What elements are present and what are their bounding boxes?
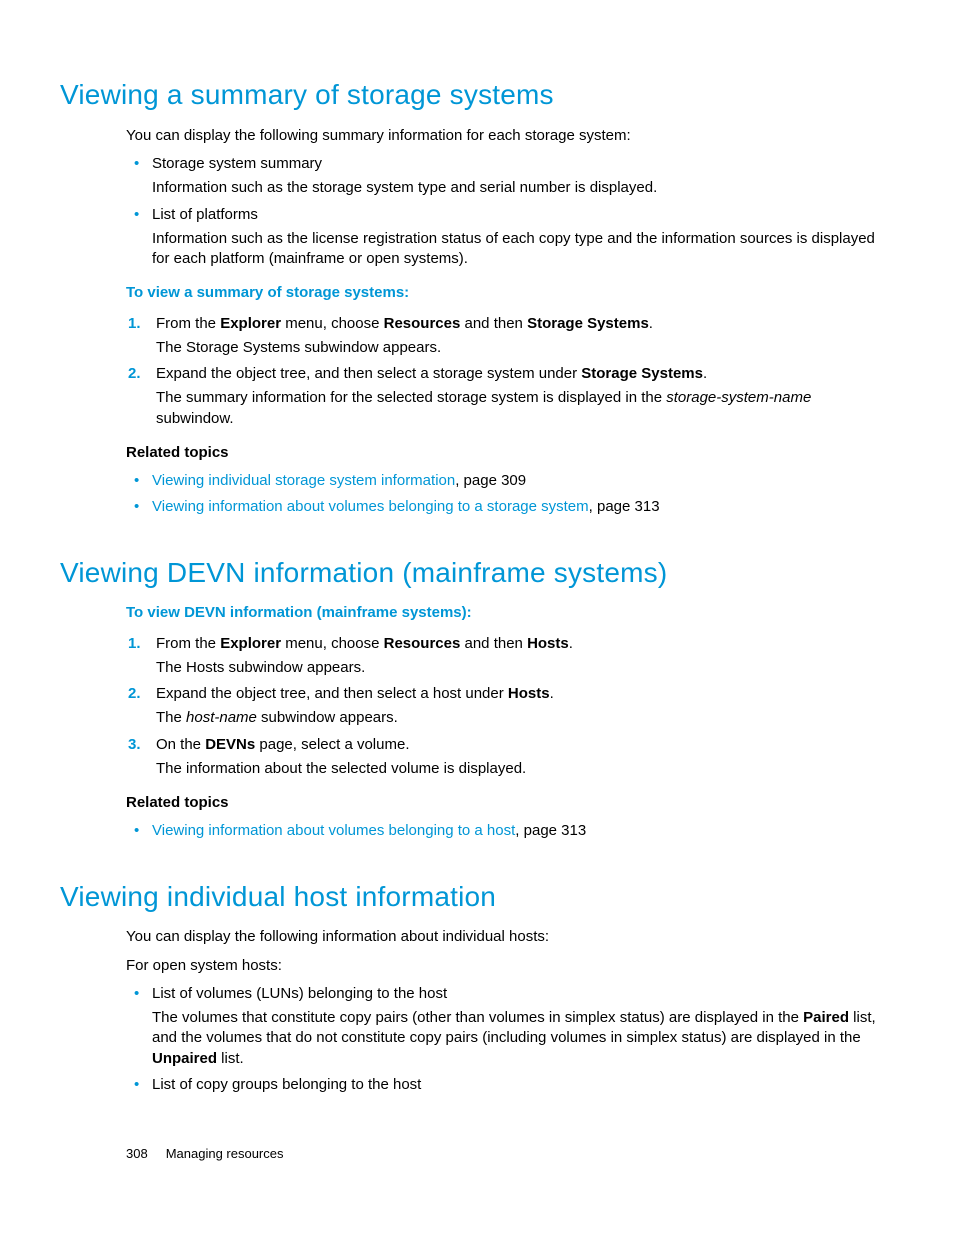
related-suffix: , page 313	[515, 822, 586, 839]
bold-run: Hosts	[527, 635, 569, 652]
bold-run: DEVNs	[205, 736, 255, 753]
section-body: To view DEVN information (mainframe syst…	[126, 603, 884, 841]
procedure-title: To view a summary of storage systems:	[126, 283, 884, 303]
text-run: .	[569, 635, 573, 652]
bold-run: Storage Systems	[581, 365, 703, 382]
related-link[interactable]: Viewing information about volumes belong…	[152, 822, 515, 839]
paragraph: For open system hosts:	[126, 956, 884, 976]
section-body: You can display the following summary in…	[126, 126, 884, 518]
bullet-list: Storage system summary Information such …	[126, 154, 884, 269]
step-sub: The host-name subwindow appears.	[156, 708, 884, 728]
bold-run: Resources	[384, 635, 461, 652]
text-run: .	[703, 365, 707, 382]
step-item: Expand the object tree, and then select …	[126, 364, 884, 429]
list-item: List of platforms Information such as th…	[126, 205, 884, 270]
step-item: From the Explorer menu, choose Resources…	[126, 634, 884, 679]
procedure-steps: From the Explorer menu, choose Resources…	[126, 314, 884, 429]
text-run: The volumes that constitute copy pairs (…	[152, 1009, 803, 1026]
related-link[interactable]: Viewing individual storage system inform…	[152, 472, 455, 489]
step-text: Expand the object tree, and then select …	[156, 685, 554, 702]
text-run: From the	[156, 315, 220, 332]
bold-run: Resources	[384, 315, 461, 332]
bullet-list: List of volumes (LUNs) belonging to the …	[126, 984, 884, 1095]
related-suffix: , page 309	[455, 472, 526, 489]
bullet-title: List of volumes (LUNs) belonging to the …	[152, 985, 447, 1002]
bullet-desc: Information such as the storage system t…	[152, 178, 884, 198]
bold-run: Explorer	[220, 315, 281, 332]
related-topics-list: Viewing information about volumes belong…	[126, 821, 884, 841]
bullet-title: Storage system summary	[152, 155, 322, 172]
step-sub: The Storage Systems subwindow appears.	[156, 338, 884, 358]
chapter-name: Managing resources	[166, 1146, 284, 1161]
text-run: From the	[156, 635, 220, 652]
italic-run: host-name	[186, 709, 257, 726]
text-run: subwindow.	[156, 410, 234, 427]
page-number: 308	[126, 1146, 148, 1161]
bold-run: Explorer	[220, 635, 281, 652]
heading-host-info: Viewing individual host information	[60, 878, 894, 916]
list-item: List of volumes (LUNs) belonging to the …	[126, 984, 884, 1069]
list-item: Viewing information about volumes belong…	[126, 821, 884, 841]
related-suffix: , page 313	[589, 498, 660, 515]
step-sub: The summary information for the selected…	[156, 388, 884, 429]
procedure-title: To view DEVN information (mainframe syst…	[126, 603, 884, 623]
paragraph: You can display the following informatio…	[126, 927, 884, 947]
text-run: menu, choose	[281, 315, 384, 332]
bullet-desc: Information such as the license registra…	[152, 229, 884, 270]
step-sub: The Hosts subwindow appears.	[156, 658, 884, 678]
procedure-steps: From the Explorer menu, choose Resources…	[126, 634, 884, 780]
bold-run: Storage Systems	[527, 315, 649, 332]
step-text: On the DEVNs page, select a volume.	[156, 736, 410, 753]
step-text: From the Explorer menu, choose Resources…	[156, 315, 653, 332]
list-item: List of copy groups belonging to the hos…	[126, 1075, 884, 1095]
text-run: page, select a volume.	[255, 736, 409, 753]
document-page: Viewing a summary of storage systems You…	[0, 0, 954, 1235]
step-item: From the Explorer menu, choose Resources…	[126, 314, 884, 359]
bold-run: Paired	[803, 1009, 849, 1026]
related-link[interactable]: Viewing information about volumes belong…	[152, 498, 589, 515]
section-body: You can display the following informatio…	[126, 927, 884, 1095]
related-topics-title: Related topics	[126, 793, 884, 813]
text-run: .	[649, 315, 653, 332]
list-item: Storage system summary Information such …	[126, 154, 884, 199]
text-run: The	[156, 709, 186, 726]
intro-text: You can display the following summary in…	[126, 126, 884, 146]
step-sub: The information about the selected volum…	[156, 759, 884, 779]
page-footer: 308 Managing resources	[126, 1145, 284, 1163]
step-text: From the Explorer menu, choose Resources…	[156, 635, 573, 652]
related-topics-title: Related topics	[126, 443, 884, 463]
step-text: Expand the object tree, and then select …	[156, 365, 707, 382]
bold-run: Hosts	[508, 685, 550, 702]
text-run: menu, choose	[281, 635, 384, 652]
text-run: Expand the object tree, and then select …	[156, 365, 581, 382]
text-run: .	[550, 685, 554, 702]
step-item: Expand the object tree, and then select …	[126, 684, 884, 729]
text-run: and then	[460, 315, 527, 332]
related-topics-list: Viewing individual storage system inform…	[126, 471, 884, 518]
text-run: Expand the object tree, and then select …	[156, 685, 508, 702]
text-run: subwindow appears.	[257, 709, 398, 726]
text-run: The summary information for the selected…	[156, 389, 666, 406]
list-item: Viewing information about volumes belong…	[126, 497, 884, 517]
text-run: On the	[156, 736, 205, 753]
step-item: On the DEVNs page, select a volume. The …	[126, 735, 884, 780]
bold-run: Unpaired	[152, 1050, 217, 1067]
text-run: and then	[460, 635, 527, 652]
italic-run: storage-system-name	[666, 389, 811, 406]
heading-devn-info: Viewing DEVN information (mainframe syst…	[60, 554, 894, 592]
list-item: Viewing individual storage system inform…	[126, 471, 884, 491]
heading-storage-summary: Viewing a summary of storage systems	[60, 76, 894, 114]
bullet-title: List of platforms	[152, 206, 258, 223]
text-run: list.	[217, 1050, 244, 1067]
bullet-desc: The volumes that constitute copy pairs (…	[152, 1008, 884, 1069]
bullet-title: List of copy groups belonging to the hos…	[152, 1076, 421, 1093]
